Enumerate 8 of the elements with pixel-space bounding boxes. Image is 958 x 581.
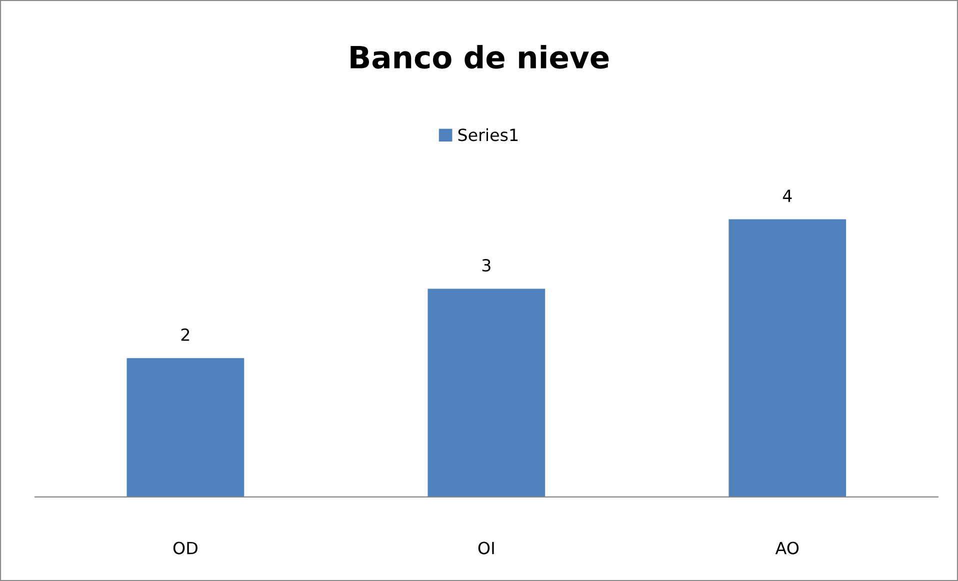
legend-label: Series1 — [458, 128, 518, 142]
x-tick-label: OI — [478, 542, 494, 554]
data-label: 3 — [482, 258, 490, 272]
x-tick-label: OD — [173, 542, 198, 554]
data-label: 2 — [181, 328, 190, 341]
chart-title: Banco de nieve — [350, 45, 609, 69]
data-label: 4 — [782, 190, 792, 202]
x-tick-label: AO — [775, 542, 799, 554]
